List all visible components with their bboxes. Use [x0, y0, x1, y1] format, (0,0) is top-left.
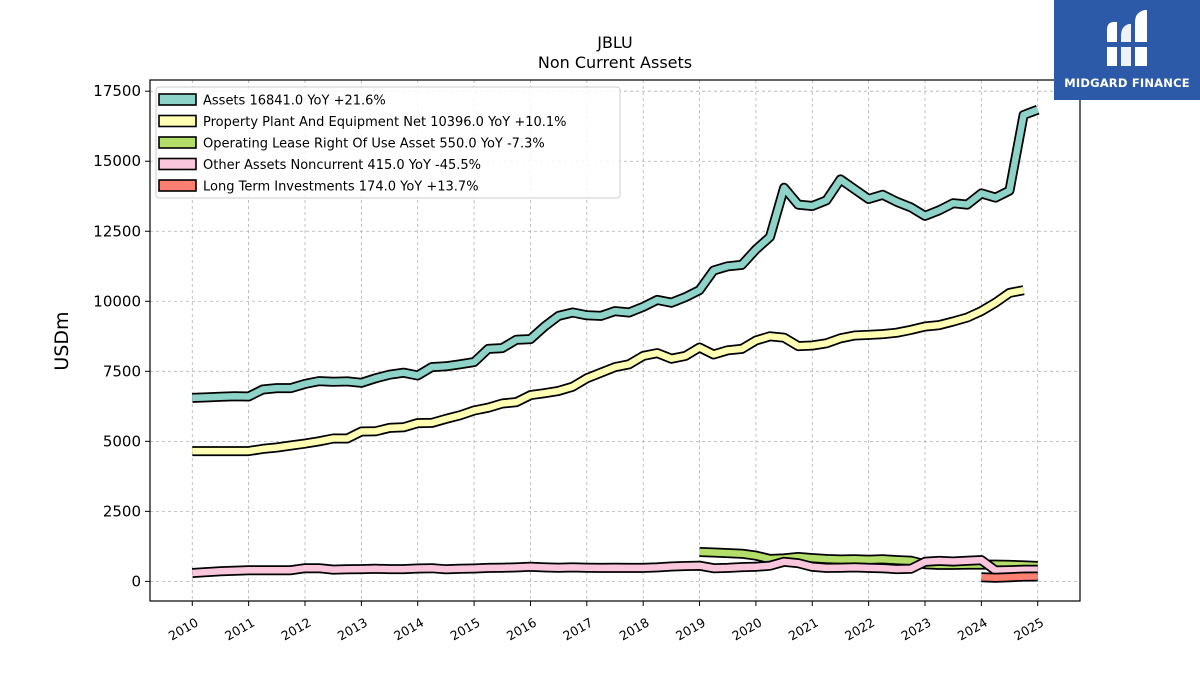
- x-tick-label: 2023: [898, 615, 933, 644]
- x-tick-label: 2010: [166, 615, 201, 644]
- y-tick-label: 5000: [103, 432, 141, 450]
- x-tick-label: 2018: [617, 615, 652, 644]
- x-tick-label: 2019: [673, 615, 708, 644]
- series-line-4: [192, 556, 1038, 577]
- legend-label-2: Property Plant And Equipment Net 10396.0…: [203, 115, 567, 130]
- y-tick-label: 17500: [93, 82, 141, 100]
- y-tick-label: 7500: [103, 362, 141, 380]
- legend-label-4: Other Assets Noncurrent 415.0 YoY -45.5%: [203, 158, 481, 173]
- x-tick-label: 2014: [391, 615, 426, 644]
- series-line-2: [192, 287, 1025, 455]
- midgard-logo-icon: [1105, 10, 1149, 66]
- x-tick-label: 2017: [560, 615, 595, 644]
- legend-box: [155, 86, 621, 199]
- x-tick-label: 2025: [1011, 615, 1046, 644]
- x-tick-label: 2020: [729, 615, 764, 644]
- legend-swatch-4: [158, 157, 197, 171]
- series-line-1: [192, 106, 1039, 402]
- logo-text: MIDGARD FINANCE: [1064, 76, 1190, 90]
- plot-series: [191, 105, 1040, 583]
- legend-swatch-3: [158, 136, 197, 149]
- x-tick-label: 2011: [222, 615, 257, 644]
- y-tick-label: 10000: [93, 292, 141, 310]
- y-tick-label: 15000: [93, 152, 141, 170]
- y-tick-label: 2500: [103, 502, 141, 520]
- x-tick-label: 2012: [278, 615, 313, 644]
- brand-logo: MIDGARD FINANCE: [1054, 0, 1200, 100]
- x-tick-label: 2024: [955, 615, 990, 644]
- legend-swatch-1: [158, 93, 197, 106]
- legend-label-1: Assets 16841.0 YoY +21.6%: [203, 94, 386, 109]
- legend-label-3: Operating Lease Right Of Use Asset 550.0…: [203, 137, 545, 152]
- y-tick-label: 0: [131, 572, 141, 590]
- legend-label-5: Long Term Investments 174.0 YoY +13.7%: [203, 180, 479, 195]
- y-axis-label: USDm: [51, 311, 73, 370]
- x-tick-label: 2021: [786, 615, 821, 644]
- x-tick-label: 2013: [335, 615, 370, 644]
- plot-frame: [149, 79, 1081, 602]
- legend-swatch-5: [158, 179, 197, 192]
- chart-title: JBLU: [596, 33, 633, 52]
- legend-swatch-2: [158, 114, 197, 128]
- series-line-5: [981, 573, 1038, 582]
- legend: Assets 16841.0 YoY +21.6% Property Plant …: [155, 86, 621, 199]
- x-tick-label: 2015: [448, 615, 483, 644]
- y-tick-label: 12500: [93, 222, 141, 240]
- x-tick-label: 2022: [842, 615, 877, 644]
- chart-subtitle: Non Current Assets: [538, 53, 692, 72]
- x-tick-label: 2016: [504, 615, 539, 644]
